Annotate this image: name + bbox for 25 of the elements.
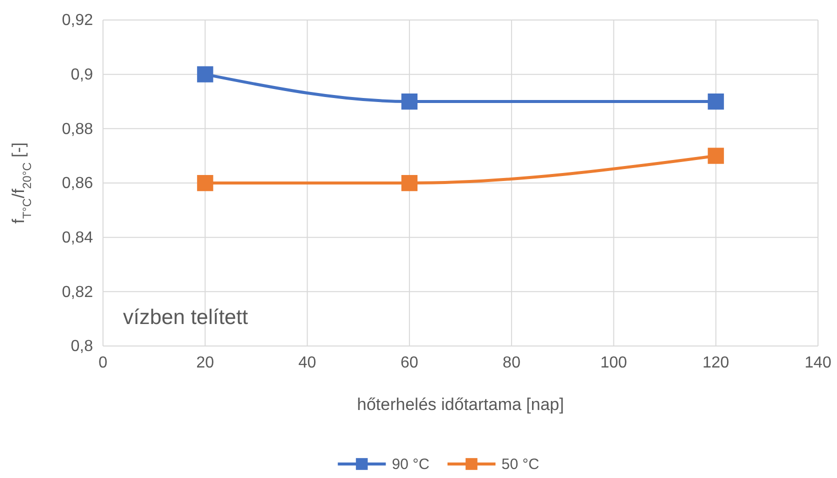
y-tick-label: 0,88	[62, 120, 94, 138]
x-tick-label: 0	[98, 354, 108, 372]
y-tick-label: 0,8	[70, 338, 94, 356]
legend-label: 90 °C	[392, 456, 430, 473]
y-tick-label: 0,82	[62, 284, 94, 301]
point	[401, 93, 418, 110]
x-tick-label: 40	[298, 354, 316, 372]
y-tick-label: 0,9	[70, 66, 94, 84]
x-tick-label: 60	[400, 354, 418, 372]
x-tick-label: 20	[196, 354, 214, 372]
point	[708, 93, 724, 110]
annotation: vízben telített	[123, 306, 248, 329]
y-tick-label: 0,92	[62, 12, 94, 30]
point	[197, 174, 214, 192]
x-axis-title: hőterhelés időtartama [nap]	[357, 395, 564, 414]
y-tick-label: 0,84	[62, 229, 94, 246]
point	[708, 148, 724, 164]
point	[401, 174, 418, 192]
point	[197, 66, 214, 82]
y-tick-label: 0,86	[62, 175, 94, 192]
x-tick-label: 80	[502, 354, 521, 372]
x-tick-label: 120	[702, 354, 730, 372]
x-tick-label: 100	[600, 354, 628, 372]
legend-label: 50 °C	[502, 456, 540, 473]
x-tick-label: 140	[804, 354, 832, 372]
